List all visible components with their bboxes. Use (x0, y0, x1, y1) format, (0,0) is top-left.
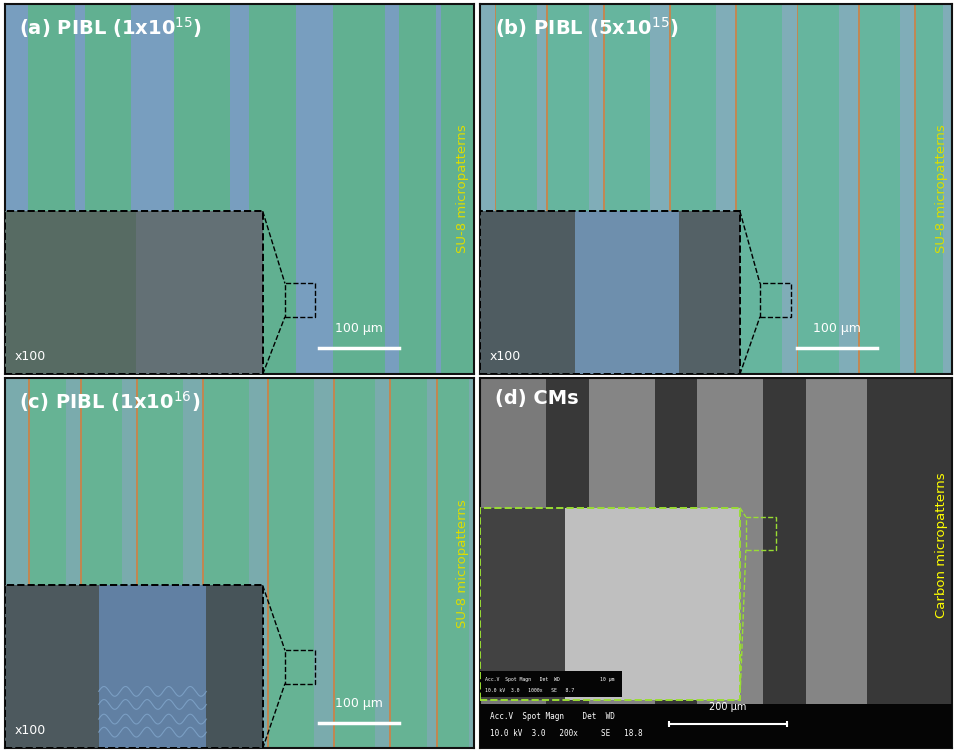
Text: Acc.V  Spot Magn   Det  WD              10 μm: Acc.V Spot Magn Det WD 10 μm (485, 677, 614, 682)
Bar (29, 4, 75, 374)
Bar (546, 4, 589, 374)
Text: x100: x100 (14, 350, 45, 363)
Bar (79, 378, 81, 748)
Bar (589, 378, 655, 708)
Bar (267, 378, 269, 748)
Bar (480, 671, 622, 696)
Bar (202, 378, 204, 748)
Bar (285, 650, 316, 683)
Bar (480, 211, 575, 374)
Text: 10.0 kV  3.0   200x     SE   18.8: 10.0 kV 3.0 200x SE 18.8 (490, 729, 642, 738)
Bar (480, 704, 952, 748)
Bar (5, 211, 262, 374)
Bar (796, 4, 798, 374)
Bar (441, 4, 474, 374)
Bar (546, 4, 548, 374)
Bar (389, 378, 391, 748)
Bar (173, 4, 230, 374)
Bar (333, 378, 335, 748)
Bar (857, 4, 859, 374)
Bar (249, 4, 296, 374)
Bar (136, 211, 262, 374)
Text: (b) PIBL (5x10$^{15}$): (b) PIBL (5x10$^{15}$) (495, 15, 679, 40)
Text: (a) PIBL (1x10$^{15}$): (a) PIBL (1x10$^{15}$) (19, 15, 202, 40)
Text: Acc.V  Spot Magn    Det  WD: Acc.V Spot Magn Det WD (490, 712, 614, 721)
Bar (796, 4, 839, 374)
Bar (867, 378, 952, 708)
Bar (5, 211, 136, 374)
Text: SU-8 micropatterns: SU-8 micropatterns (935, 125, 947, 253)
Bar (603, 4, 650, 374)
Bar (655, 378, 698, 708)
Bar (495, 4, 537, 374)
Bar (436, 378, 438, 748)
Bar (857, 4, 901, 374)
Bar (746, 517, 776, 550)
Text: SU-8 micropatterns: SU-8 micropatterns (456, 499, 470, 627)
Bar (333, 378, 375, 748)
Bar (480, 508, 740, 700)
Bar (202, 378, 249, 748)
Bar (806, 378, 867, 708)
Bar (389, 378, 427, 748)
Bar (5, 585, 262, 748)
Text: 100 μm: 100 μm (335, 322, 383, 336)
Bar (267, 378, 314, 748)
Bar (480, 508, 566, 700)
Bar (575, 211, 679, 374)
Text: x100: x100 (14, 724, 45, 737)
Text: 200 μm: 200 μm (709, 702, 746, 712)
Bar (5, 585, 99, 748)
Bar (669, 4, 671, 374)
Bar (285, 284, 316, 317)
Bar (679, 211, 740, 374)
Text: x100: x100 (490, 350, 522, 363)
Bar (764, 378, 806, 708)
Text: (d) CMs: (d) CMs (495, 389, 578, 408)
Bar (436, 378, 469, 748)
Text: 100 μm: 100 μm (812, 322, 860, 336)
Bar (495, 4, 497, 374)
Text: 100 μm: 100 μm (335, 696, 383, 710)
Text: 10.0 kV  3.0   1000x   SE   8.7: 10.0 kV 3.0 1000x SE 8.7 (485, 688, 574, 692)
Bar (399, 4, 436, 374)
Bar (136, 378, 183, 748)
Bar (915, 4, 943, 374)
Bar (29, 378, 66, 748)
Bar (735, 4, 737, 374)
Bar (915, 4, 917, 374)
Bar (669, 4, 717, 374)
Bar (79, 378, 122, 748)
Bar (207, 585, 262, 748)
Text: Carbon micropatterns: Carbon micropatterns (935, 472, 947, 618)
Bar (546, 378, 589, 708)
Bar (603, 4, 605, 374)
Bar (760, 284, 790, 317)
Bar (735, 4, 783, 374)
Bar (136, 378, 138, 748)
Text: SU-8 micropatterns: SU-8 micropatterns (456, 125, 470, 253)
Text: (c) PIBL (1x10$^{16}$): (c) PIBL (1x10$^{16}$) (19, 389, 200, 414)
Bar (566, 508, 740, 700)
Bar (333, 4, 385, 374)
Bar (29, 378, 30, 748)
Bar (480, 211, 740, 374)
Bar (99, 585, 207, 748)
Bar (84, 4, 131, 374)
Bar (698, 378, 764, 708)
Bar (480, 508, 740, 700)
Bar (480, 378, 546, 708)
